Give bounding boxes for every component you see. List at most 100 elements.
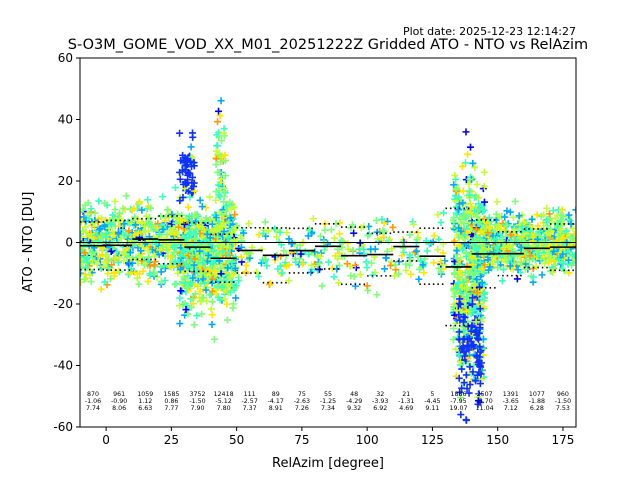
data-point <box>159 225 167 233</box>
data-point <box>407 270 415 278</box>
data-point <box>439 249 447 257</box>
data-point <box>493 225 501 233</box>
data-point <box>153 224 161 232</box>
data-point <box>283 229 291 237</box>
data-point <box>215 217 223 225</box>
data-point <box>111 206 119 214</box>
data-point <box>388 245 396 253</box>
data-point <box>141 240 149 248</box>
data-point <box>190 261 198 269</box>
data-point <box>171 230 179 238</box>
data-point <box>455 335 463 343</box>
data-point <box>564 248 572 256</box>
data-point <box>188 154 196 162</box>
data-point <box>373 228 381 236</box>
data-point <box>382 254 390 262</box>
data-point <box>551 261 559 269</box>
data-point <box>196 229 204 237</box>
data-point <box>188 163 196 171</box>
data-point <box>362 258 370 266</box>
data-point <box>145 253 153 261</box>
bin-count-label: 75 <box>298 391 306 398</box>
bin-count-label: 12418 <box>214 391 234 398</box>
y-tick-label: 20 <box>58 174 73 188</box>
data-point <box>486 263 494 271</box>
data-point <box>544 225 552 233</box>
data-point <box>162 235 170 243</box>
data-point <box>549 207 557 215</box>
x-tick-label: 50 <box>229 433 244 447</box>
data-point <box>533 211 541 219</box>
data-point <box>462 307 470 315</box>
data-point <box>338 243 346 251</box>
data-point <box>171 243 179 251</box>
bin-mean-label: 1.12 <box>138 398 152 405</box>
data-point <box>150 261 158 269</box>
data-point <box>386 262 394 270</box>
data-point <box>197 269 205 277</box>
data-point <box>84 199 92 207</box>
data-point <box>473 334 481 342</box>
data-point <box>184 272 192 280</box>
bin-std-label: 9.32 <box>347 405 361 412</box>
bin-mean-label: -1.50 <box>555 398 571 405</box>
data-point <box>450 214 458 222</box>
data-point <box>274 265 282 273</box>
data-point <box>483 219 491 227</box>
data-point <box>455 224 463 232</box>
data-point <box>220 295 228 303</box>
data-point <box>387 258 395 266</box>
data-point <box>217 158 225 166</box>
data-point <box>242 268 250 276</box>
data-point <box>271 225 279 233</box>
data-point <box>229 304 237 312</box>
data-point <box>308 261 316 269</box>
data-point <box>100 223 108 231</box>
data-point <box>100 262 108 270</box>
data-point <box>347 272 355 280</box>
data-point <box>517 243 525 251</box>
data-point <box>104 264 112 272</box>
data-point <box>526 252 534 260</box>
data-point <box>461 159 469 167</box>
data-point <box>500 256 508 264</box>
data-point <box>171 184 179 192</box>
data-point <box>571 238 576 246</box>
data-point <box>212 188 220 196</box>
data-point <box>558 234 566 242</box>
data-point <box>380 219 388 227</box>
data-point <box>334 255 342 263</box>
data-point <box>461 313 469 321</box>
data-point <box>480 289 488 297</box>
data-point <box>115 217 123 225</box>
data-point <box>548 218 556 226</box>
data-point <box>405 261 413 269</box>
data-point <box>214 168 222 176</box>
bin-mean-label: -4.17 <box>268 398 284 405</box>
data-point <box>363 282 371 290</box>
chart-title: S-O3M_GOME_VOD_XX_M01_20251222Z Gridded … <box>68 37 588 53</box>
data-point <box>163 231 171 239</box>
data-point <box>262 256 270 264</box>
data-point <box>471 207 479 215</box>
data-point <box>189 129 197 137</box>
data-point <box>144 196 152 204</box>
data-point <box>130 204 138 212</box>
data-point <box>456 394 464 402</box>
data-point <box>420 269 428 277</box>
bin-count-label: 960 <box>557 391 569 398</box>
data-point <box>119 204 127 212</box>
data-point <box>425 240 433 248</box>
bin-count-label: 32 <box>376 391 384 398</box>
data-point <box>478 359 486 367</box>
data-point <box>452 185 460 193</box>
data-point <box>315 265 323 273</box>
data-point <box>566 217 574 225</box>
x-tick-label: 0 <box>102 433 110 447</box>
data-point <box>571 252 576 260</box>
bin-count-label: 1391 <box>503 391 519 398</box>
data-point <box>207 305 215 313</box>
data-point <box>237 253 245 261</box>
data-point <box>116 209 124 217</box>
bin-mean-label: -0.90 <box>111 398 127 405</box>
